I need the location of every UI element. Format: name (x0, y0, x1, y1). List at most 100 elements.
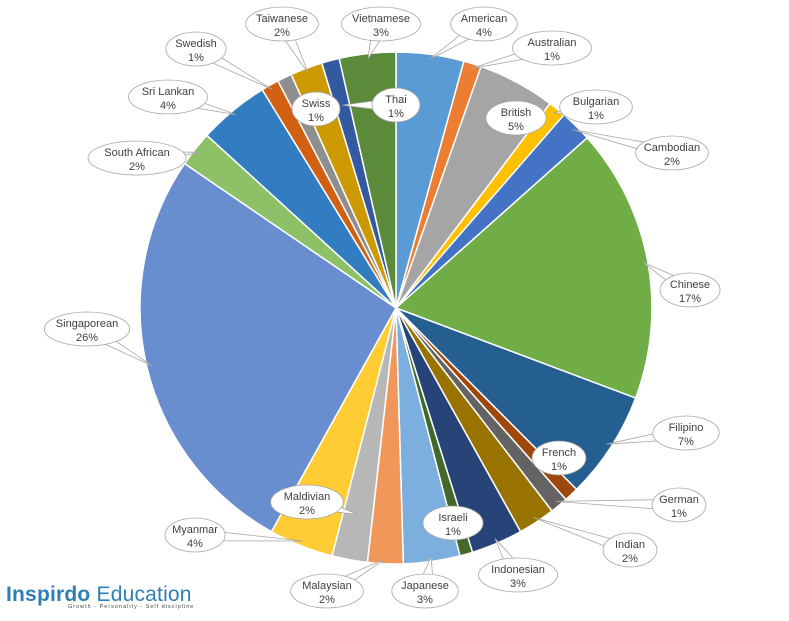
pie-slice-filipino (395, 307, 637, 491)
callout-cambodian: Cambodian 2% (572, 129, 709, 171)
callout-singaporean: Singaporean 26% (43, 311, 153, 366)
slice-label: Filipino (669, 422, 704, 434)
callout-south-african: South African 2% (87, 140, 200, 176)
brand-name: Inspirdo Education (6, 583, 194, 607)
callout-bulgarian: Bulgarian 1% (553, 89, 633, 125)
callout-swiss: Swiss 1% (291, 91, 341, 127)
callout-bubble (270, 484, 344, 520)
slice-percent: 2% (299, 505, 315, 517)
callout-bubble (559, 89, 633, 125)
callout-swedish: Swedish 1% (165, 31, 273, 90)
callout-indonesian: Indonesian 3% (478, 538, 558, 593)
callout-bubble (165, 31, 227, 67)
callout-bubble (291, 91, 341, 127)
slice-percent: 1% (445, 526, 461, 538)
callout-bubble (485, 100, 547, 136)
callout-maldivian: Maldivian 2% (270, 484, 359, 520)
callout-bubble (87, 140, 187, 176)
slice-label: Vietnamese (352, 13, 410, 25)
slice-percent: 3% (417, 594, 433, 606)
slice-percent: 26% (76, 332, 98, 344)
slice-percent: 4% (476, 27, 492, 39)
callout-bubble (602, 532, 658, 568)
callout-bubble (531, 440, 587, 476)
slice-percent: 1% (544, 51, 560, 63)
callout-bubble (391, 573, 459, 609)
brand-tagline: Growth - Personality - Self discipline (68, 604, 195, 610)
pie-slices (139, 51, 653, 565)
callout-british: British 5% (485, 100, 547, 136)
callout-american: American 4% (429, 6, 518, 60)
slice-percent: 3% (373, 27, 389, 39)
slice-percent: 1% (388, 108, 404, 120)
slice-label: Japanese (401, 580, 449, 592)
callout-bubble (371, 87, 421, 123)
slice-label: South African (104, 147, 169, 159)
callout-japanese: Japanese 3% (391, 556, 459, 609)
brand-name-part1: Inspir (6, 583, 65, 606)
callout-bubble (164, 517, 226, 553)
slice-label: British (501, 107, 532, 119)
slice-percent: 7% (678, 436, 694, 448)
callout-german: German 1% (555, 487, 707, 523)
callout-bubble (245, 6, 319, 42)
callout-bubble (659, 272, 721, 308)
slice-label: Malaysian (302, 580, 352, 592)
slice-percent: 1% (551, 461, 567, 473)
callout-malaysian: Malaysian 2% (290, 558, 386, 609)
callout-thai: Thai 1% (342, 87, 421, 123)
slice-label: Swedish (175, 38, 217, 50)
slice-label: Cambodian (644, 142, 700, 154)
slice-label: American (461, 13, 507, 25)
callout-bubble (422, 505, 484, 541)
pie-slice-chinese (394, 136, 653, 400)
slice-percent: 1% (308, 112, 324, 124)
slice-percent: 5% (508, 121, 524, 133)
slice-label: Myanmar (172, 524, 218, 536)
slice-percent: 1% (671, 508, 687, 520)
slice-label: Israeli (438, 512, 467, 524)
callout-indian: Indian 2% (533, 517, 658, 568)
slice-label: Indian (615, 539, 645, 551)
slice-label: Thai (385, 94, 406, 106)
callout-filipino: Filipino 7% (606, 415, 720, 451)
data-label-callouts: American 4% Australian 1% British 5% Bulgarian… (43, 6, 721, 609)
callout-bubble (128, 79, 208, 115)
callout-sri-lankan: Sri Lankan 4% (128, 79, 237, 115)
callout-bubble (635, 135, 709, 171)
brand-name-part2: do (64, 583, 91, 606)
slice-label: Australian (528, 37, 577, 49)
brand-name-part3: Education (90, 583, 192, 606)
slice-label: Bulgarian (573, 96, 619, 108)
slice-percent: 2% (622, 553, 638, 565)
slice-label: Sri Lankan (142, 86, 195, 98)
callout-taiwanese: Taiwanese 2% (245, 6, 319, 74)
callout-bubble (341, 6, 421, 42)
callout-myanmar: Myanmar 4% (164, 517, 303, 553)
slice-percent: 2% (319, 594, 335, 606)
slice-percent: 1% (588, 110, 604, 122)
slice-label: Taiwanese (256, 13, 308, 25)
slice-label: German (659, 494, 699, 506)
callout-bubble (43, 311, 131, 347)
callout-bubble (478, 557, 558, 593)
brand-logo: Inspirdo Education Growth - Personality … (6, 583, 194, 610)
callout-bubble (652, 415, 720, 451)
slice-label: Singaporean (56, 318, 118, 330)
leader-line (555, 499, 665, 511)
pie-slice-singaporean (139, 162, 397, 533)
slice-label: Chinese (670, 279, 710, 291)
callout-australian: Australian 1% (470, 30, 592, 69)
callout-bubble (512, 30, 592, 66)
slice-percent: 2% (664, 156, 680, 168)
callout-bubble (290, 573, 364, 609)
callout-bubble (450, 6, 518, 42)
slice-percent: 4% (160, 100, 176, 112)
slice-percent: 4% (187, 538, 203, 550)
slice-percent: 3% (510, 578, 526, 590)
slice-percent: 17% (679, 293, 701, 305)
callout-israeli: Israeli 1% (422, 505, 484, 541)
slice-label: Maldivian (284, 491, 330, 503)
callout-french: French 1% (531, 440, 587, 476)
